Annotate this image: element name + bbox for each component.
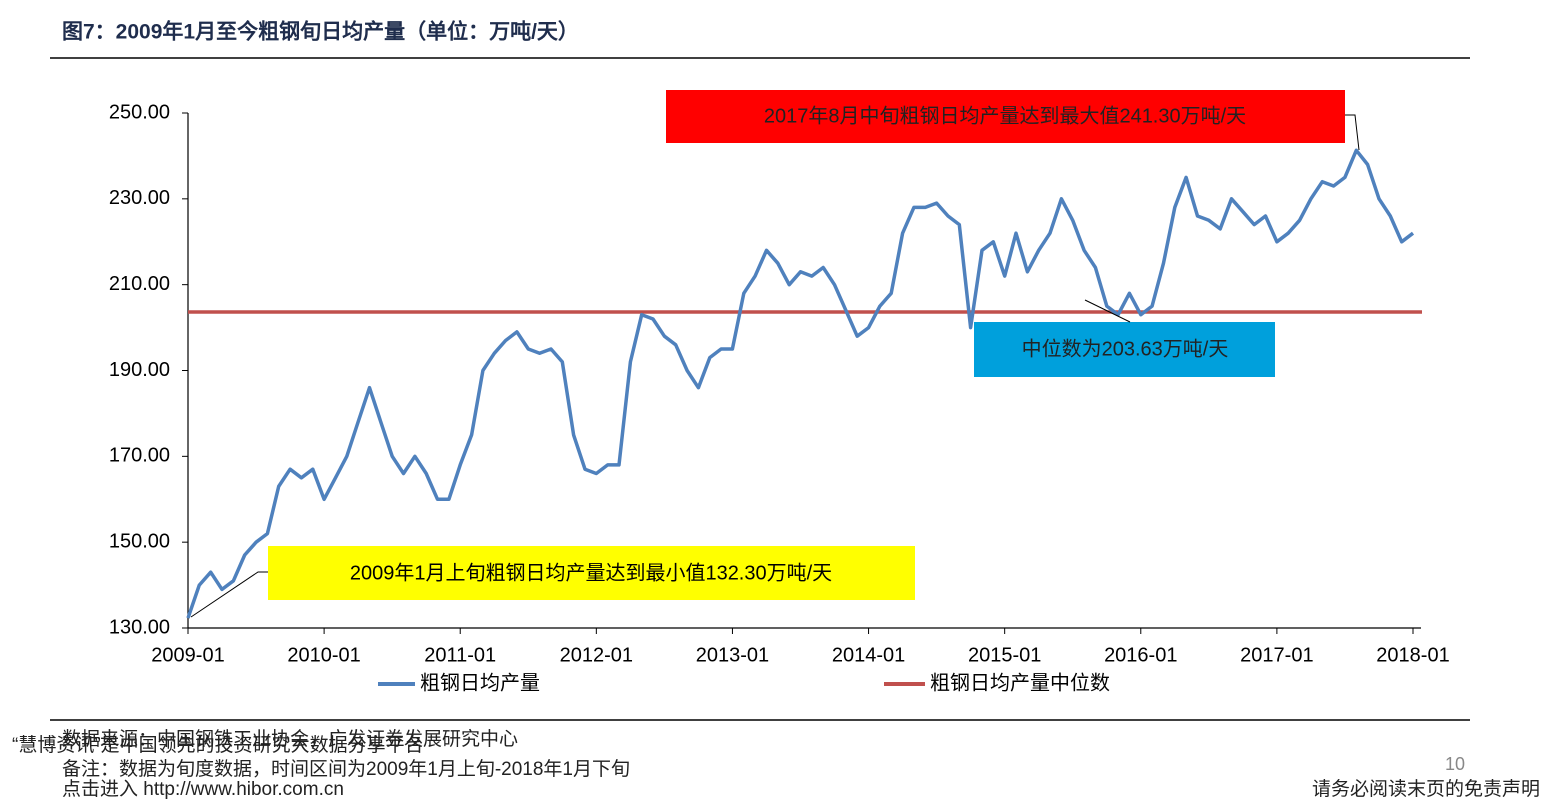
x-tick-label: 2011-01	[424, 644, 496, 666]
min-connector	[190, 571, 268, 618]
y-tick-label: 190.00	[109, 359, 170, 381]
disclaimer: 请务必阅读末页的免责声明	[1312, 778, 1540, 800]
page-number: 10	[1445, 754, 1465, 774]
x-tick-label: 2015-01	[968, 644, 1041, 666]
max-connector	[1345, 114, 1360, 151]
x-tick-label: 2013-01	[696, 644, 769, 666]
note: 备注：数据为旬度数据，时间区间为2009年1月上旬-2018年1月下旬	[62, 758, 630, 780]
x-tick-label: 2016-01	[1104, 644, 1177, 666]
y-tick-label: 150.00	[109, 530, 170, 552]
watermark: “慧博资讯”是中国领先的投资研究大数据分享平台	[12, 734, 424, 756]
x-tick-label: 2014-01	[832, 644, 905, 666]
min-box	[268, 546, 915, 600]
legend-label: 粗钢日均产量中位数	[930, 671, 1110, 694]
source: 数据来源：中国钢铁工业协会，广发证券发展研究中心	[62, 728, 518, 750]
y-tick-label: 230.00	[109, 187, 170, 209]
y-tick-label: 210.00	[109, 273, 170, 295]
y-tick-label: 130.00	[109, 616, 170, 638]
x-tick-label: 2009-01	[151, 644, 224, 666]
max-box	[666, 90, 1345, 143]
chart-title: 图7：2009年1月至今粗钢旬日均产量（单位：万吨/天）	[62, 20, 579, 44]
y-tick-label: 250.00	[109, 101, 170, 123]
x-tick-label: 2018-01	[1376, 644, 1449, 666]
x-tick-label: 2017-01	[1240, 644, 1313, 666]
median-label: 中位数为203.63万吨/天	[1022, 337, 1229, 360]
data-line	[186, 148, 1415, 619]
median-connector	[1084, 299, 1131, 323]
min-label: 2009年1月上旬粗钢日均产量达到最小值132.30万吨/天	[350, 561, 832, 584]
x-tick-label: 2010-01	[287, 644, 360, 666]
link[interactable]: 点击进入 http://www.hibor.com.cn	[62, 778, 344, 800]
median-box	[974, 322, 1275, 377]
legend-label: 粗钢日均产量	[420, 671, 540, 694]
y-tick-label: 170.00	[109, 445, 170, 467]
max-label: 2017年8月中旬粗钢日均产量达到最大值241.30万吨/天	[764, 104, 1246, 127]
x-tick-label: 2012-01	[560, 644, 633, 666]
